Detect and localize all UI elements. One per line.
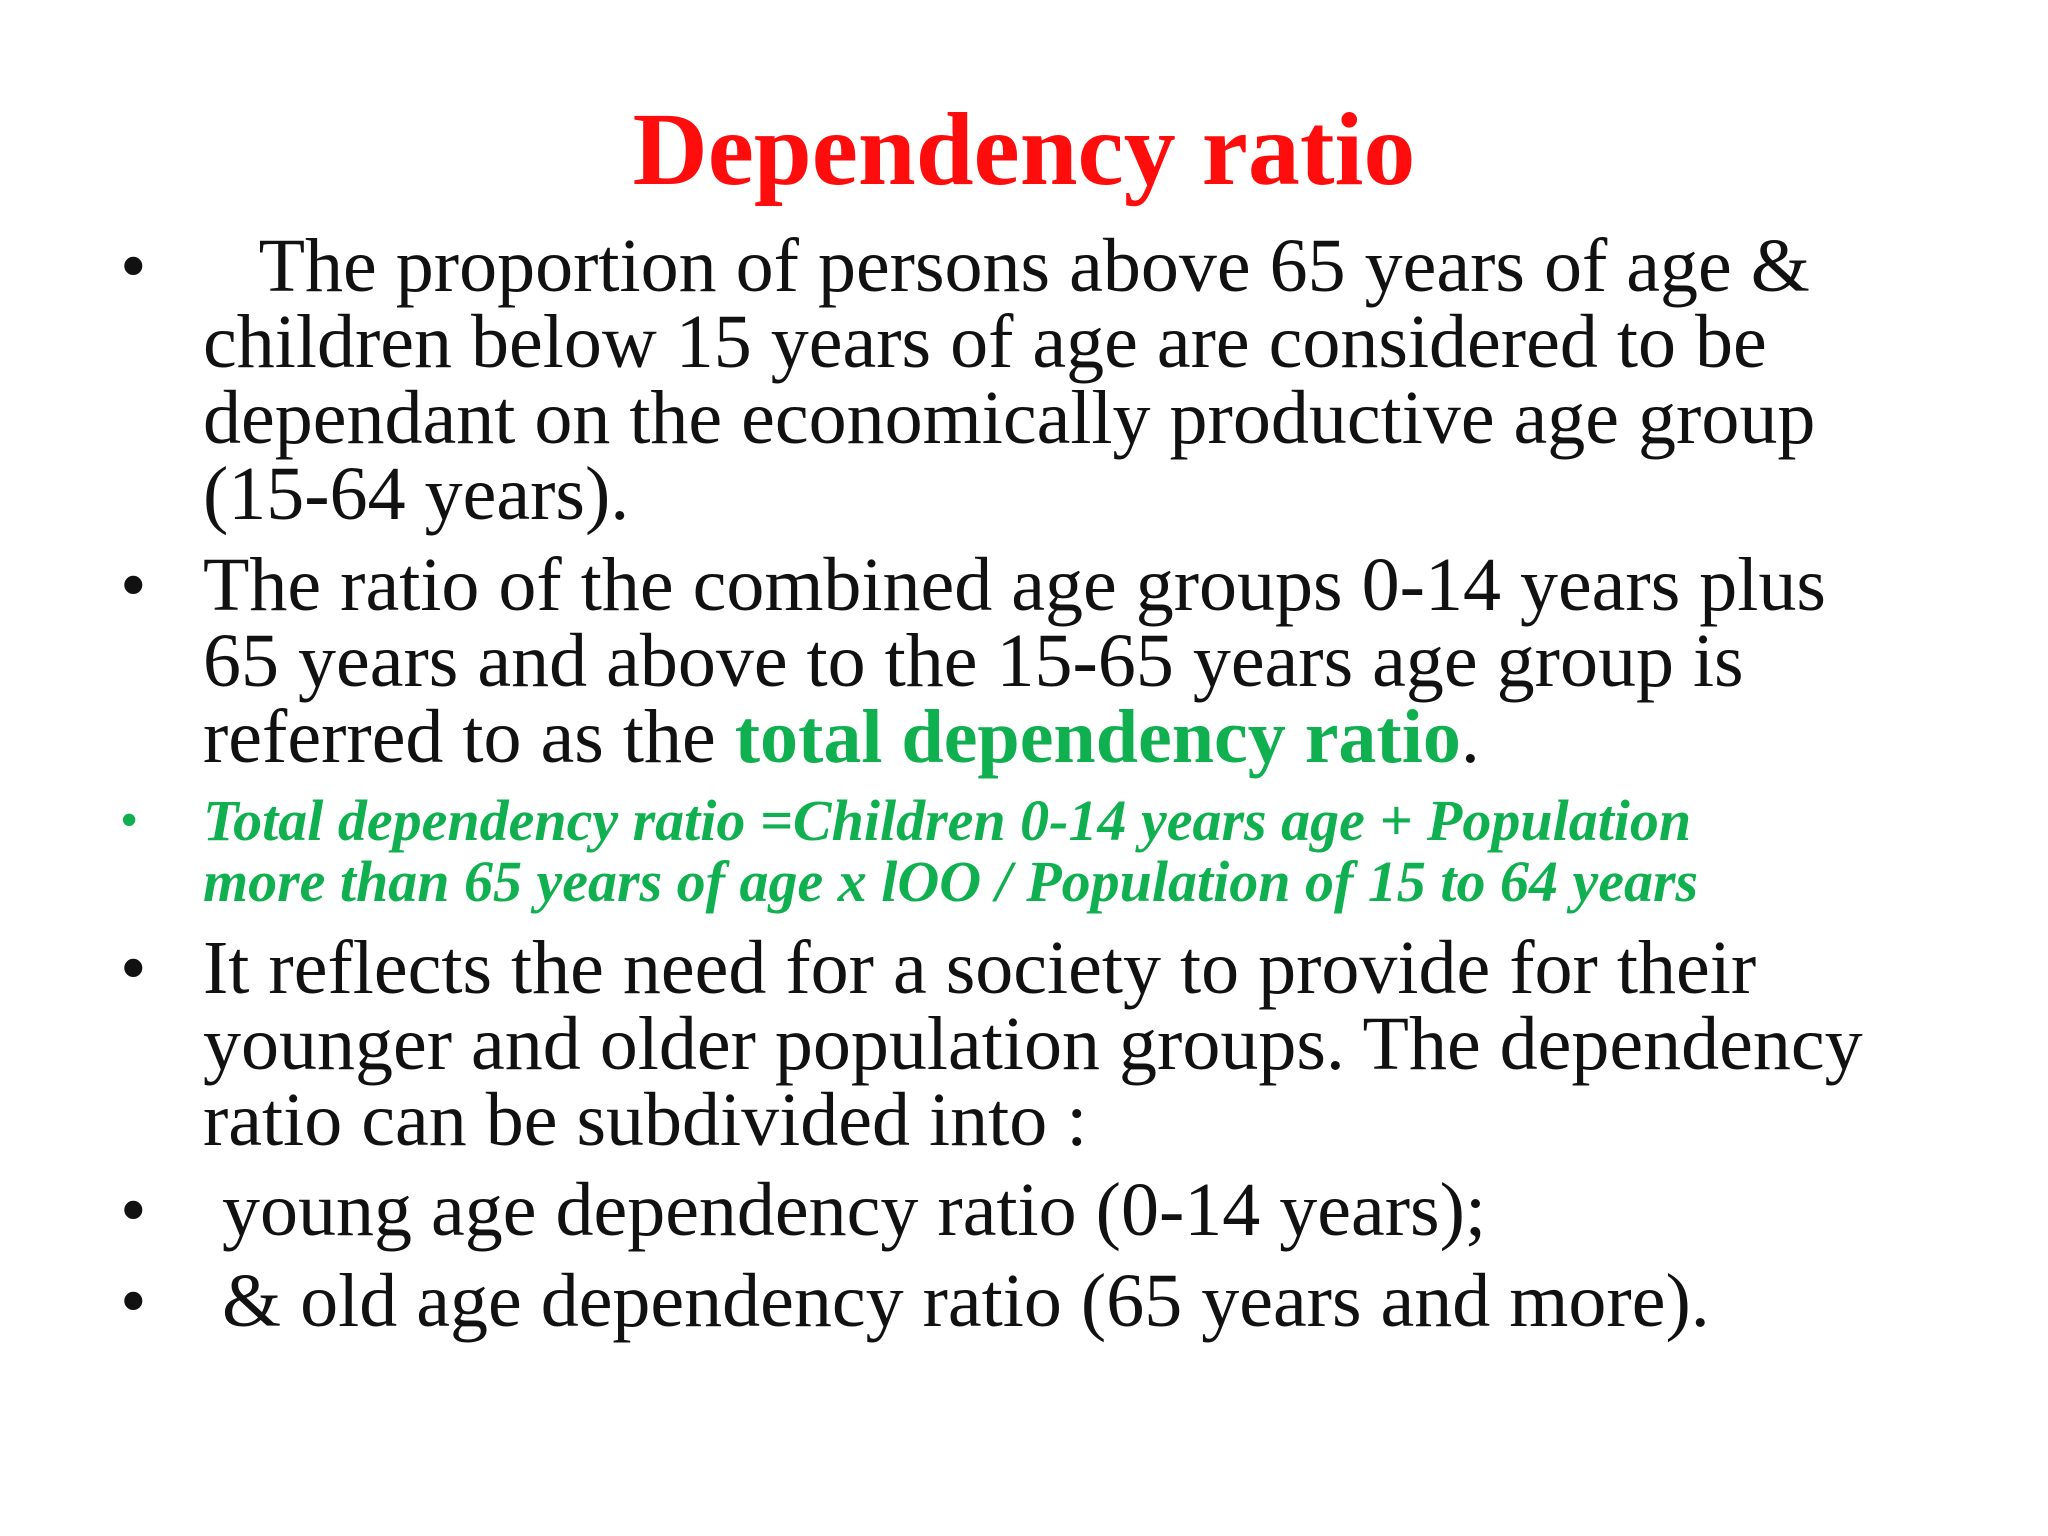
- highlight-total-dependency-ratio: total dependency ratio: [734, 695, 1461, 779]
- bullet-line: dependant on the economically productive…: [203, 376, 1816, 460]
- formula-line: Total dependency ratio =Children 0-14 ye…: [203, 788, 1692, 853]
- bullet-line: ratio can be subdivided into :: [203, 1078, 1088, 1162]
- bullet-line: 65 years and above to the 15-65 years ag…: [203, 619, 1744, 703]
- bullet-marker: •: [120, 224, 147, 308]
- formula-line: more than 65 years of age x lOO / Popula…: [203, 849, 1699, 914]
- bullet-line: The proportion of persons above 65 years…: [203, 224, 1810, 308]
- bullet-line-with-highlight: referred to as the total dependency rati…: [203, 699, 1963, 775]
- bullet-text: It reflects the need for a society to pr…: [203, 930, 1963, 1158]
- bullet-marker: •: [120, 926, 147, 1010]
- bullet-line: (15-64 years).: [203, 452, 630, 536]
- bullet-text: & old age dependency ratio (65 years and…: [203, 1259, 1710, 1343]
- bullet-text: The proportion of persons above 65 years…: [203, 228, 1963, 532]
- bullet-marker: •: [120, 1259, 147, 1343]
- bullet-line: The ratio of the combined age groups 0-1…: [203, 543, 1826, 627]
- bullet-text: young age dependency ratio (0-14 years);: [203, 1168, 1487, 1252]
- bullet-text: The ratio of the combined age groups 0-1…: [203, 547, 1963, 775]
- bullet-line-suffix: .: [1460, 695, 1480, 779]
- bullet-line: younger and older population groups. The…: [203, 1002, 1863, 1086]
- formula-text: Total dependency ratio =Children 0-14 ye…: [203, 790, 1963, 912]
- bullet-marker: •: [120, 1168, 147, 1252]
- bullet-line: It reflects the need for a society to pr…: [203, 926, 1757, 1010]
- bullet-line-prefix: referred to as the: [203, 695, 735, 779]
- bullet-line: children below 15 years of age are consi…: [203, 300, 1767, 384]
- bullet-marker: •: [120, 543, 147, 627]
- bullet-marker: •: [120, 792, 139, 849]
- slide-title: Dependency ratio: [632, 92, 1416, 207]
